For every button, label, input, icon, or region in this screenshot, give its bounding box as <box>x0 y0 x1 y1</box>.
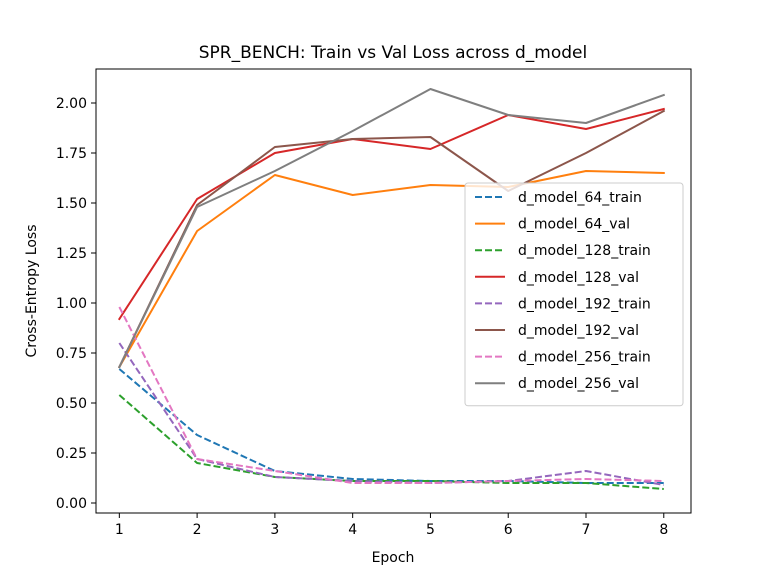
y-tick-label: 1.75 <box>56 146 87 162</box>
y-tick-label: 1.50 <box>56 196 87 212</box>
legend: d_model_64_train d_model_64_val d_model_12… <box>464 182 684 407</box>
legend-entry: d_model_192_train <box>518 296 651 312</box>
legend-entry: d_model_128_train <box>518 243 651 259</box>
x-tick-label: 7 <box>582 522 591 538</box>
series-lines <box>117 88 666 490</box>
x-tick-label: 6 <box>504 522 513 538</box>
y-tick-label: 0.00 <box>56 496 87 512</box>
legend-entry: d_model_64_val <box>518 217 630 233</box>
x-tick-label: 5 <box>426 522 435 538</box>
legend-entry: d_model_64_train <box>518 190 642 206</box>
chart-title: SPR_BENCH: Train vs Val Loss across d_mo… <box>199 43 587 63</box>
y-tick-label: 0.75 <box>56 346 87 362</box>
x-tick-label: 8 <box>659 522 668 538</box>
series-line-d-model-128-train <box>118 394 664 490</box>
legend-entry: d_model_128_val <box>518 270 639 286</box>
x-tick-label: 4 <box>348 522 357 538</box>
y-tick-label: 1.25 <box>56 246 87 262</box>
legend-entry: d_model_192_val <box>518 323 639 339</box>
x-tick-label: 2 <box>193 522 202 538</box>
y-axis-label: Cross-Entropy Loss <box>24 225 40 358</box>
series-line-d-model-256-train <box>118 306 664 484</box>
series-line-d-model-256-val <box>117 88 666 369</box>
x-axis-ticks: 1 2 3 4 5 6 7 8 <box>115 513 668 538</box>
y-axis-ticks: 0.00 0.25 0.50 0.75 1.00 1.25 1.50 1.75 2.00 <box>56 96 96 512</box>
series-line-d-model-192-val <box>117 109 666 369</box>
x-tick-label: 3 <box>270 522 279 538</box>
y-tick-label: 2.00 <box>56 96 87 112</box>
x-tick-label: 1 <box>115 522 124 538</box>
legend-box <box>464 182 684 407</box>
legend-entry: d_model_256_val <box>518 376 639 392</box>
y-tick-label: 0.50 <box>56 396 87 412</box>
plot-frame <box>95 68 692 514</box>
x-axis-label: Epoch <box>372 550 415 566</box>
y-tick-label: 1.00 <box>56 296 87 312</box>
legend-entry: d_model_256_train <box>518 350 651 366</box>
series-line-d-model-128-val <box>117 107 665 321</box>
y-tick-label: 0.25 <box>56 446 87 462</box>
series-line-d-model-64-val <box>117 170 665 369</box>
